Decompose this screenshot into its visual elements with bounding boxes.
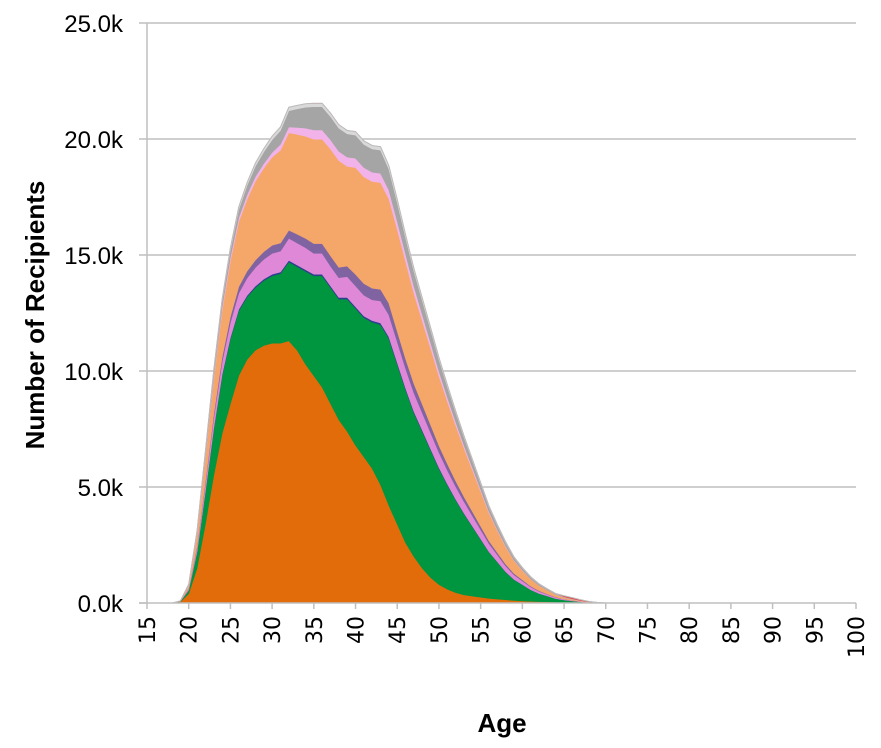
x-tick-label: 75 (636, 616, 661, 644)
x-tick-label: 85 (720, 616, 745, 644)
x-tick-label: 95 (803, 616, 828, 644)
x-tick-label: 30 (261, 616, 286, 644)
y-tick-label: 10.0k (64, 359, 124, 386)
y-tick-labels: 0.0k 5.0k 10.0k 15.0k 20.0k 25.0k (64, 11, 124, 618)
x-tick-label: 45 (386, 616, 411, 644)
y-tick-label: 25.0k (64, 11, 124, 38)
x-tick-label: 80 (678, 616, 703, 644)
stack-outline (147, 102, 856, 604)
x-axis-title: Age (477, 708, 526, 738)
x-tick-label: 60 (511, 616, 536, 644)
x-tick-label: 20 (178, 616, 203, 644)
y-tick-label: 15.0k (64, 243, 124, 270)
y-tick-label: 5.0k (78, 475, 124, 502)
x-tick-label: 40 (345, 616, 370, 644)
x-tick-label: 25 (219, 616, 244, 644)
y-tick-label: 20.0k (64, 127, 124, 154)
x-tick-label: 50 (428, 616, 453, 644)
x-tick-label: 55 (470, 616, 495, 644)
x-tick-label: 70 (595, 616, 620, 644)
x-tick-label: 15 (136, 616, 161, 644)
x-tick-label: 100 (845, 616, 870, 658)
x-tick-label: 65 (553, 616, 578, 644)
area-series (147, 102, 856, 604)
y-tick-label: 0.0k (78, 591, 124, 618)
axes (139, 23, 856, 604)
y-axis-title: Number of Recipients (20, 181, 50, 450)
x-tick-label: 90 (762, 616, 787, 644)
x-tick-labels: 15 20 25 30 35 40 45 50 55 60 65 70 75 80 85 90 95 100 (136, 616, 870, 658)
x-tick-label: 35 (303, 616, 328, 644)
